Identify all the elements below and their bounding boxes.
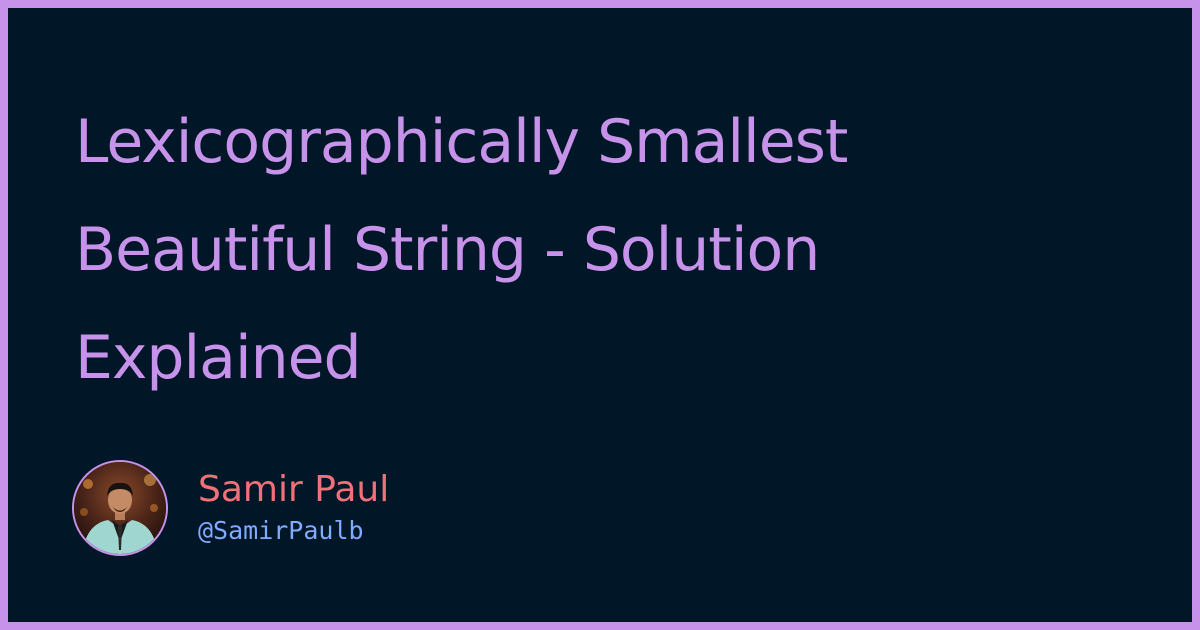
title-line-1: Lexicographically Smallest: [75, 107, 848, 177]
author-name: Samir Paul: [198, 469, 390, 510]
author-handle: @SamirPaulb: [198, 516, 364, 545]
author-info: Samir Paul @SamirPaulb: [198, 468, 389, 548]
author-block: Samir Paul @SamirPaulb: [72, 458, 389, 558]
title-line-3: Explained: [75, 323, 362, 393]
article-title: Lexicographically Smallest Beautiful Str…: [75, 88, 1135, 412]
title-line-2: Beautiful String - Solution: [75, 215, 820, 285]
avatar-photo-icon: [74, 462, 166, 554]
avatar: [72, 460, 168, 556]
og-card: Lexicographically Smallest Beautiful Str…: [8, 8, 1192, 622]
